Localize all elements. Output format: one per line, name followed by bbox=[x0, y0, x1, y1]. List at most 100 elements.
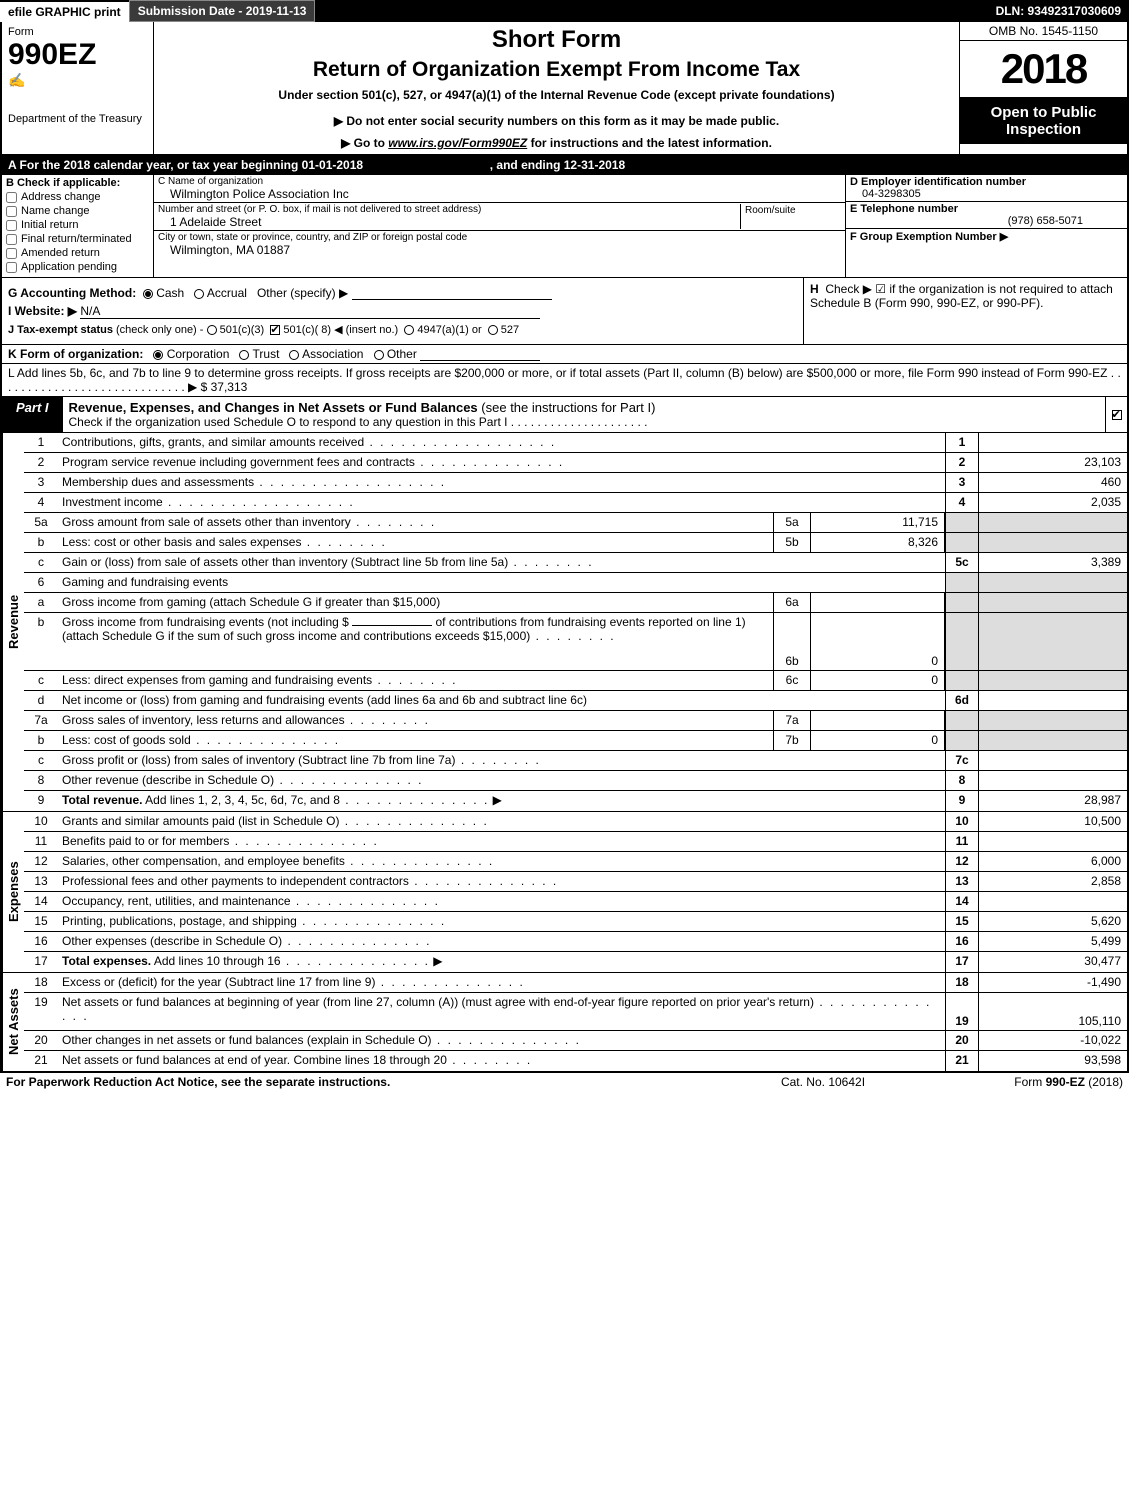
radio-trust[interactable] bbox=[239, 350, 249, 360]
netassets-sidelabel: Net Assets bbox=[2, 973, 24, 1071]
line-6b: bGross income from fundraising events (n… bbox=[24, 613, 1127, 671]
line-7c: cGross profit or (loss) from sales of in… bbox=[24, 751, 1127, 771]
cb-501c[interactable] bbox=[270, 325, 280, 335]
return-title: Return of Organization Exempt From Incom… bbox=[162, 58, 951, 82]
line-i: I Website: ▶ N/A bbox=[8, 304, 797, 319]
org-name: Wilmington Police Association Inc bbox=[158, 187, 841, 201]
goto-post: for instructions and the latest informat… bbox=[527, 136, 772, 150]
revenue-table: Revenue 1Contributions, gifts, grants, a… bbox=[0, 433, 1129, 812]
cal-b: , and ending bbox=[490, 158, 564, 172]
line-7b: bLess: cost of goods sold7b0 bbox=[24, 731, 1127, 751]
form-ref: Form 990-EZ (2018) bbox=[923, 1075, 1123, 1089]
box-def: D Employer identification number 04-3298… bbox=[845, 175, 1127, 277]
entity-block: B Check if applicable: Address change Na… bbox=[0, 175, 1129, 278]
radio-501c3[interactable] bbox=[207, 325, 217, 335]
expenses-table: Expenses 10Grants and similar amounts pa… bbox=[0, 812, 1129, 973]
page-footer: For Paperwork Reduction Act Notice, see … bbox=[0, 1073, 1129, 1091]
line-2: 2Program service revenue including gover… bbox=[24, 453, 1127, 473]
efile-label: efile GRAPHIC print bbox=[0, 0, 129, 22]
header-right: OMB No. 1545-1150 2018 Open to Public In… bbox=[959, 22, 1127, 154]
line-1: 1Contributions, gifts, grants, and simil… bbox=[24, 433, 1127, 453]
revenue-sidelabel: Revenue bbox=[2, 433, 24, 811]
line-6c: cLess: direct expenses from gaming and f… bbox=[24, 671, 1127, 691]
cb-initial-return[interactable]: Initial return bbox=[6, 219, 149, 231]
line-10: 10Grants and similar amounts paid (list … bbox=[24, 812, 1127, 832]
radio-4947[interactable] bbox=[404, 325, 414, 335]
part-i-title: Revenue, Expenses, and Changes in Net As… bbox=[69, 400, 478, 415]
tax-year: 2018 bbox=[960, 41, 1127, 98]
top-bar: efile GRAPHIC print Submission Date - 20… bbox=[0, 0, 1129, 22]
radio-527[interactable] bbox=[488, 325, 498, 335]
part-i-note: (see the instructions for Part I) bbox=[481, 400, 655, 415]
form-header: Form 990EZ ✍ Department of the Treasury … bbox=[0, 22, 1129, 156]
submission-date-button[interactable]: Submission Date - 2019-11-13 bbox=[129, 0, 316, 22]
phone-label: E Telephone number bbox=[850, 203, 1123, 215]
ssn-warning: ▶ Do not enter social security numbers o… bbox=[162, 114, 951, 128]
box-b-label: B Check if applicable: bbox=[6, 177, 149, 189]
header-mid: Short Form Return of Organization Exempt… bbox=[154, 22, 959, 154]
under-section-text: Under section 501(c), 527, or 4947(a)(1)… bbox=[162, 88, 951, 102]
cb-application-pending[interactable]: Application pending bbox=[6, 261, 149, 273]
goto-line: ▶ Go to www.irs.gov/Form990EZ for instru… bbox=[162, 136, 951, 150]
line-j: J Tax-exempt status (check only one) - 5… bbox=[8, 323, 797, 336]
form-number: 990EZ bbox=[8, 38, 147, 72]
org-name-label: C Name of organization bbox=[158, 176, 841, 187]
ghij-block: G Accounting Method: Cash Accrual Other … bbox=[0, 278, 1129, 345]
cal-end: 12-31-2018 bbox=[564, 158, 625, 172]
line-13: 13Professional fees and other payments t… bbox=[24, 872, 1127, 892]
radio-association[interactable] bbox=[289, 350, 299, 360]
line-20: 20Other changes in net assets or fund ba… bbox=[24, 1031, 1127, 1051]
line-6d: dNet income or (loss) from gaming and fu… bbox=[24, 691, 1127, 711]
line-21: 21Net assets or fund balances at end of … bbox=[24, 1051, 1127, 1071]
expenses-sidelabel: Expenses bbox=[2, 812, 24, 972]
gross-receipts-value: ▶ $ 37,313 bbox=[188, 380, 247, 394]
short-form-title: Short Form bbox=[162, 26, 951, 54]
open-public-inspection: Open to Public Inspection bbox=[960, 98, 1127, 144]
cal-begin: 01-01-2018 bbox=[302, 158, 363, 172]
line-15: 15Printing, publications, postage, and s… bbox=[24, 912, 1127, 932]
line-12: 12Salaries, other compensation, and empl… bbox=[24, 852, 1127, 872]
group-exemption-label: F Group Exemption Number ▶ bbox=[850, 230, 1123, 243]
cat-no: Cat. No. 10642I bbox=[723, 1075, 923, 1089]
line-6a: aGross income from gaming (attach Schedu… bbox=[24, 593, 1127, 613]
line-3: 3Membership dues and assessments3460 bbox=[24, 473, 1127, 493]
goto-pre: ▶ Go to bbox=[341, 136, 388, 150]
dln-label: DLN: 93492317030609 bbox=[988, 0, 1129, 22]
cb-amended-return[interactable]: Amended return bbox=[6, 247, 149, 259]
line-5c: cGain or (loss) from sale of assets othe… bbox=[24, 553, 1127, 573]
line-7a: 7aGross sales of inventory, less returns… bbox=[24, 711, 1127, 731]
cb-final-return[interactable]: Final return/terminated bbox=[6, 233, 149, 245]
line-h-text: Check ▶ ☑ if the organization is not req… bbox=[810, 282, 1113, 310]
line-16: 16Other expenses (describe in Schedule O… bbox=[24, 932, 1127, 952]
radio-corporation[interactable] bbox=[153, 350, 163, 360]
radio-cash[interactable] bbox=[143, 289, 153, 299]
radio-accrual[interactable] bbox=[194, 289, 204, 299]
cb-schedule-o[interactable] bbox=[1112, 410, 1122, 420]
line-14: 14Occupancy, rent, utilities, and mainte… bbox=[24, 892, 1127, 912]
line-6: 6Gaming and fundraising events bbox=[24, 573, 1127, 593]
line-19: 19Net assets or fund balances at beginni… bbox=[24, 993, 1127, 1031]
city-label: City or town, state or province, country… bbox=[158, 232, 841, 243]
cal-a: A For the 2018 calendar year, or tax yea… bbox=[8, 158, 302, 172]
ein-value: 04-3298305 bbox=[850, 188, 1123, 200]
department-label: Department of the Treasury bbox=[8, 113, 147, 125]
line-l: L Add lines 5b, 6c, and 7b to line 9 to … bbox=[0, 364, 1129, 397]
header-left: Form 990EZ ✍ Department of the Treasury bbox=[2, 22, 154, 154]
street-value: 1 Adelaide Street bbox=[158, 215, 740, 229]
line-8: 8Other revenue (describe in Schedule O)8 bbox=[24, 771, 1127, 791]
box-c: C Name of organization Wilmington Police… bbox=[154, 175, 845, 277]
line-k: K Form of organization: Corporation Trus… bbox=[0, 345, 1129, 364]
line-17: 17Total expenses. Add lines 10 through 1… bbox=[24, 952, 1127, 972]
line-18: 18Excess or (deficit) for the year (Subt… bbox=[24, 973, 1127, 993]
cb-name-change[interactable]: Name change bbox=[6, 205, 149, 217]
line-h: H Check ▶ ☑ if the organization is not r… bbox=[803, 278, 1127, 344]
cb-address-change[interactable]: Address change bbox=[6, 191, 149, 203]
irs-link[interactable]: www.irs.gov/Form990EZ bbox=[388, 136, 527, 150]
calendar-year-row: A For the 2018 calendar year, or tax yea… bbox=[0, 156, 1129, 175]
line-11: 11Benefits paid to or for members11 bbox=[24, 832, 1127, 852]
box-b: B Check if applicable: Address change Na… bbox=[2, 175, 154, 277]
netassets-table: Net Assets 18Excess or (deficit) for the… bbox=[0, 973, 1129, 1073]
line-4: 4Investment income42,035 bbox=[24, 493, 1127, 513]
room-label: Room/suite bbox=[745, 205, 837, 216]
radio-other-org[interactable] bbox=[374, 350, 384, 360]
